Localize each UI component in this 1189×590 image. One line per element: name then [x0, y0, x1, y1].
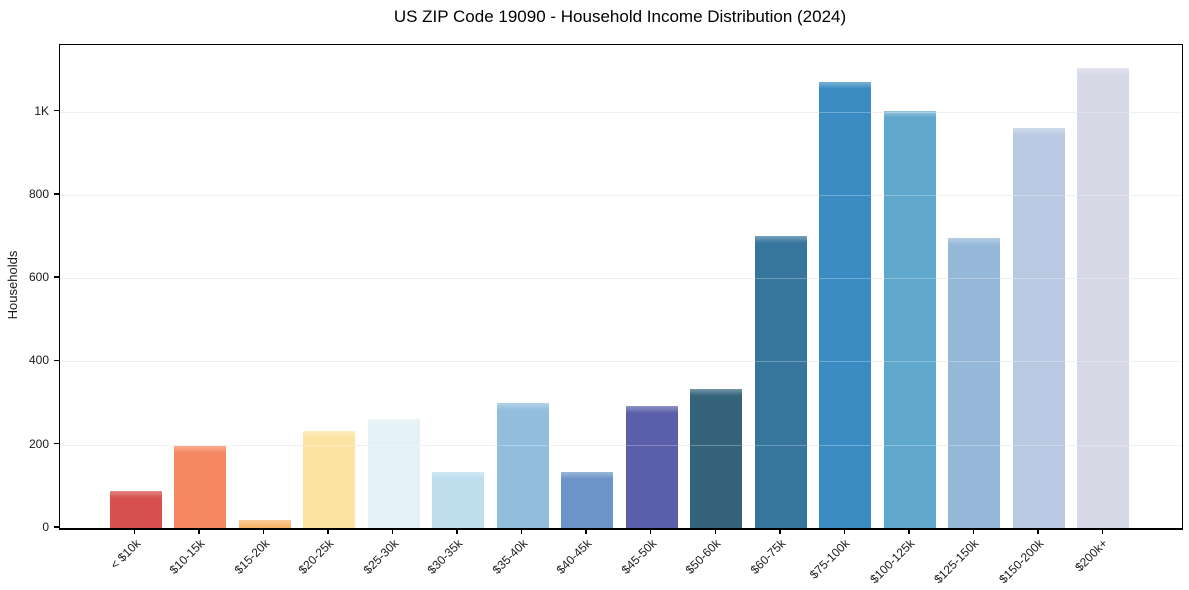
- x-tick-mark: [327, 529, 329, 534]
- x-tick-label: $200k+: [1072, 536, 1111, 575]
- bar-100-125k: [883, 110, 936, 528]
- x-tick-label: $75-100k: [807, 536, 853, 582]
- bar-200k: [1077, 68, 1130, 528]
- bar-top-highlight: [690, 388, 743, 396]
- bar-top-highlight: [432, 472, 485, 480]
- x-tick-label: $15-20k: [231, 536, 272, 577]
- x-tick-label: $40-45k: [553, 536, 595, 577]
- x-tick-mark: [520, 529, 523, 534]
- x-tick-label: $100-125k: [867, 536, 918, 587]
- y-tick-label: 0: [42, 520, 49, 534]
- x-tick-mark: [649, 529, 652, 534]
- x-tick-mark: [133, 529, 136, 534]
- gridline: [60, 444, 1182, 446]
- bar-top-highlight: [883, 110, 936, 118]
- y-tick-mark: [54, 526, 59, 528]
- x-tick-label: $60-75k: [747, 536, 788, 577]
- bar-50-60k: [690, 388, 743, 528]
- bar-top-highlight: [1077, 68, 1130, 76]
- y-tick-mark: [54, 276, 59, 278]
- bar-10k: [109, 490, 162, 528]
- bar-top-highlight: [109, 490, 162, 498]
- gridline-overlay: [60, 361, 1182, 363]
- x-tick-mark: [1101, 529, 1104, 534]
- y-tick-mark: [54, 193, 59, 195]
- bar-60-75k: [754, 236, 807, 528]
- x-tick-label: $30-35k: [424, 536, 466, 577]
- x-tick-label: $50-60k: [682, 536, 724, 577]
- gridline: [60, 361, 1182, 363]
- x-tick-mark: [1037, 529, 1039, 534]
- bar-30-35k: [432, 472, 485, 528]
- bar-top-highlight: [496, 403, 549, 411]
- bar-top-highlight: [948, 237, 1001, 245]
- bar-10-15k: [174, 445, 227, 528]
- chart-title: US ZIP Code 19090 - Household Income Dis…: [393, 7, 847, 26]
- x-tick-label: $125-150k: [931, 536, 982, 587]
- gridline-overlay: [60, 111, 1182, 113]
- bar-125-150k: [948, 237, 1001, 528]
- x-tick-mark: [198, 529, 200, 534]
- x-tick-mark: [714, 529, 717, 534]
- bar-15-20k: [238, 519, 291, 528]
- x-tick-mark: [585, 529, 587, 534]
- x-tick-mark: [908, 529, 910, 534]
- x-tick-label: $35-40k: [489, 536, 530, 577]
- y-tick-label: 1K: [34, 103, 49, 118]
- x-tick-label: < $10k: [107, 536, 143, 572]
- y-tick-mark: [54, 359, 59, 362]
- gridline-overlay: [60, 194, 1182, 196]
- y-tick-mark: [54, 109, 59, 112]
- bar-45-50k: [625, 405, 678, 528]
- bar-25-30k: [367, 419, 420, 528]
- y-tick-label: 200: [28, 436, 49, 451]
- bar-40-45k: [561, 471, 614, 528]
- y-tick-label: 600: [28, 270, 49, 285]
- x-tick-mark: [456, 529, 458, 534]
- gridline: [60, 194, 1182, 196]
- bar-top-highlight: [367, 419, 420, 427]
- y-tick-mark: [54, 443, 59, 445]
- x-tick-label: $20-25k: [295, 536, 337, 577]
- bar-top-highlight: [238, 519, 291, 527]
- bar-top-highlight: [561, 471, 614, 479]
- x-tick-mark: [843, 529, 846, 534]
- x-tick-mark: [391, 529, 394, 534]
- y-tick-label: 400: [28, 353, 49, 368]
- bar-top-highlight: [819, 82, 872, 90]
- plot-area: [59, 44, 1183, 530]
- x-tick-mark: [972, 529, 975, 534]
- gridline-overlay: [60, 444, 1182, 446]
- x-tick-mark: [262, 529, 265, 534]
- bar-top-highlight: [1012, 127, 1065, 135]
- gridline: [60, 111, 1182, 113]
- bar-top-highlight: [625, 405, 678, 413]
- bar-150-200k: [1012, 127, 1065, 528]
- bar-top-highlight: [174, 445, 227, 453]
- x-tick-label: $10-15k: [166, 536, 208, 577]
- bar-20-25k: [303, 430, 356, 528]
- x-tick-mark: [779, 529, 781, 534]
- bar-75-100k: [819, 82, 872, 528]
- y-axis-label: Households: [5, 250, 20, 320]
- x-tick-label: $45-50k: [618, 536, 659, 577]
- bar-top-highlight: [754, 236, 807, 244]
- x-tick-label: $25-30k: [360, 536, 401, 577]
- gridline: [60, 278, 1182, 280]
- bar-top-highlight: [303, 430, 356, 438]
- gridline-overlay: [60, 278, 1182, 280]
- x-tick-label: $150-200k: [996, 536, 1047, 587]
- bar-35-40k: [496, 403, 549, 528]
- y-tick-label: 800: [28, 186, 49, 201]
